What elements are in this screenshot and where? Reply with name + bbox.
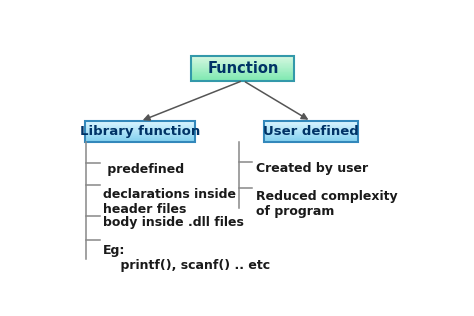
FancyBboxPatch shape (191, 64, 294, 65)
Text: body inside .dll files: body inside .dll files (103, 216, 244, 229)
FancyBboxPatch shape (85, 135, 195, 136)
FancyBboxPatch shape (85, 139, 195, 140)
FancyBboxPatch shape (264, 134, 358, 135)
FancyBboxPatch shape (264, 130, 358, 131)
FancyBboxPatch shape (85, 136, 195, 137)
FancyBboxPatch shape (191, 61, 294, 62)
FancyBboxPatch shape (264, 128, 358, 129)
FancyBboxPatch shape (85, 137, 195, 138)
FancyBboxPatch shape (85, 124, 195, 125)
FancyBboxPatch shape (264, 121, 358, 122)
FancyBboxPatch shape (264, 133, 358, 134)
FancyBboxPatch shape (264, 123, 358, 124)
FancyBboxPatch shape (191, 57, 294, 58)
FancyBboxPatch shape (264, 131, 358, 132)
FancyBboxPatch shape (264, 141, 358, 142)
FancyBboxPatch shape (191, 74, 294, 75)
FancyBboxPatch shape (191, 71, 294, 72)
FancyBboxPatch shape (191, 75, 294, 76)
FancyBboxPatch shape (264, 135, 358, 136)
Text: Library function: Library function (80, 125, 200, 138)
FancyBboxPatch shape (85, 133, 195, 134)
FancyBboxPatch shape (85, 130, 195, 131)
FancyBboxPatch shape (191, 59, 294, 60)
FancyBboxPatch shape (85, 127, 195, 128)
FancyBboxPatch shape (191, 78, 294, 79)
FancyBboxPatch shape (191, 77, 294, 78)
FancyBboxPatch shape (191, 73, 294, 74)
Text: Reduced complexity
of program: Reduced complexity of program (256, 190, 398, 218)
FancyBboxPatch shape (264, 122, 358, 123)
FancyBboxPatch shape (264, 137, 358, 138)
FancyBboxPatch shape (191, 70, 294, 71)
Text: Created by user: Created by user (256, 162, 368, 175)
FancyBboxPatch shape (85, 140, 195, 141)
FancyBboxPatch shape (85, 128, 195, 129)
FancyBboxPatch shape (264, 125, 358, 126)
FancyBboxPatch shape (264, 139, 358, 140)
FancyBboxPatch shape (191, 60, 294, 61)
FancyBboxPatch shape (264, 127, 358, 128)
FancyBboxPatch shape (191, 56, 294, 57)
Text: Function: Function (207, 61, 279, 76)
FancyBboxPatch shape (264, 138, 358, 139)
FancyBboxPatch shape (191, 76, 294, 77)
FancyBboxPatch shape (264, 124, 358, 125)
Text: declarations inside
header files: declarations inside header files (103, 188, 237, 216)
FancyBboxPatch shape (191, 58, 294, 59)
FancyBboxPatch shape (191, 62, 294, 63)
FancyBboxPatch shape (191, 66, 294, 67)
FancyBboxPatch shape (191, 80, 294, 81)
FancyBboxPatch shape (264, 132, 358, 133)
FancyBboxPatch shape (191, 65, 294, 66)
FancyBboxPatch shape (191, 69, 294, 70)
Text: User defined: User defined (263, 125, 359, 138)
FancyBboxPatch shape (264, 136, 358, 137)
FancyBboxPatch shape (85, 138, 195, 139)
FancyBboxPatch shape (85, 123, 195, 124)
FancyBboxPatch shape (85, 132, 195, 133)
FancyBboxPatch shape (264, 140, 358, 141)
FancyBboxPatch shape (264, 129, 358, 130)
FancyBboxPatch shape (191, 63, 294, 64)
FancyBboxPatch shape (85, 122, 195, 123)
FancyBboxPatch shape (85, 141, 195, 142)
FancyBboxPatch shape (191, 67, 294, 68)
FancyBboxPatch shape (85, 121, 195, 122)
FancyBboxPatch shape (264, 126, 358, 127)
FancyBboxPatch shape (85, 134, 195, 135)
FancyBboxPatch shape (191, 72, 294, 73)
FancyBboxPatch shape (85, 126, 195, 127)
FancyBboxPatch shape (191, 68, 294, 69)
Text: predefined: predefined (103, 163, 184, 176)
FancyBboxPatch shape (85, 129, 195, 130)
FancyBboxPatch shape (191, 79, 294, 80)
FancyBboxPatch shape (85, 125, 195, 126)
FancyBboxPatch shape (85, 131, 195, 132)
Text: Eg:
    printf(), scanf() .. etc: Eg: printf(), scanf() .. etc (103, 244, 271, 271)
